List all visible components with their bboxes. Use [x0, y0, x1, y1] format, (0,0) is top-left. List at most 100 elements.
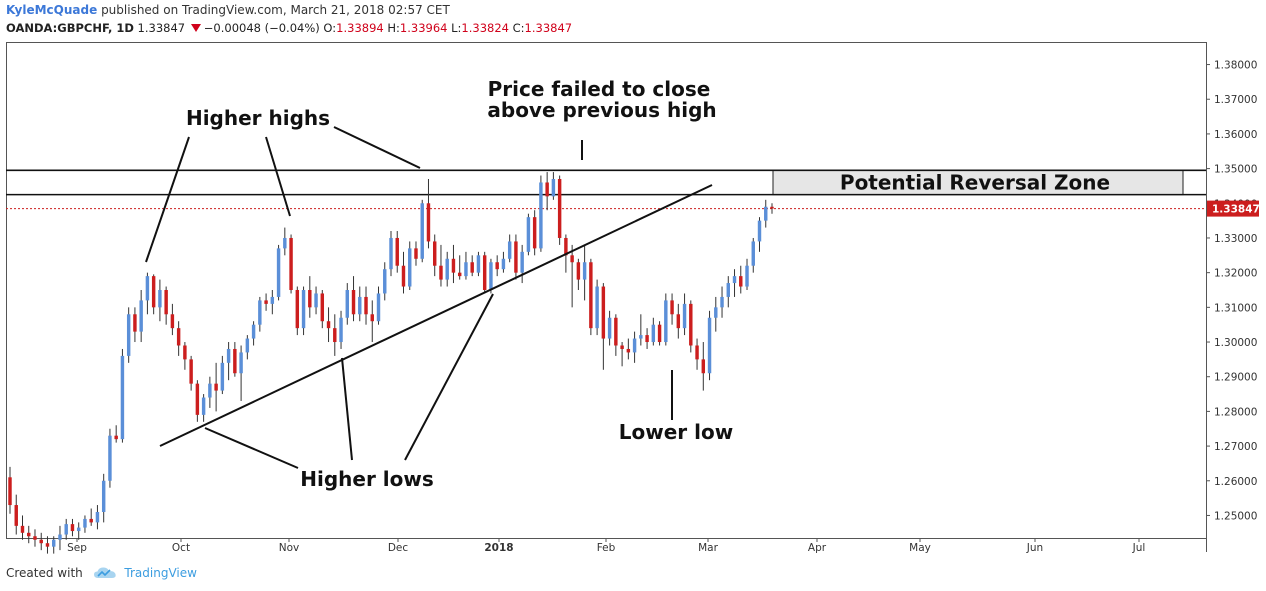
candle [614, 314, 618, 356]
candle [176, 321, 181, 356]
candle [395, 231, 399, 273]
candle [95, 505, 100, 530]
candle-body [514, 241, 518, 273]
candle [333, 314, 337, 356]
candle-body [632, 338, 637, 353]
candle [133, 307, 137, 343]
candle [39, 532, 43, 551]
candle-body [83, 518, 87, 528]
candle [445, 251, 449, 287]
candle-body [120, 355, 125, 440]
candle [495, 255, 499, 277]
candle [532, 210, 537, 256]
candle-body [707, 317, 712, 374]
candle [408, 241, 412, 290]
candle-body [732, 276, 737, 284]
candle [707, 310, 712, 381]
candle [114, 425, 118, 443]
down-arrow-icon [190, 24, 201, 32]
candle [514, 234, 518, 280]
price-tick-label: 1.32000 [1214, 268, 1257, 280]
candle [226, 342, 231, 381]
candle [27, 525, 31, 544]
time-tick-label: Oct [172, 542, 190, 554]
reversal-zone-box [772, 169, 1184, 196]
candle-body [764, 206, 768, 221]
open-label: O: [323, 21, 337, 35]
candle-body [170, 314, 175, 329]
candle-body [14, 505, 18, 526]
candle [151, 274, 156, 315]
tradingview-link[interactable]: TradingView [124, 566, 197, 580]
candle-body [445, 258, 449, 280]
price-tick-label: 1.33000 [1214, 233, 1257, 245]
candle [326, 307, 331, 343]
price-tick-label: 1.38000 [1214, 60, 1257, 72]
candle [426, 179, 431, 249]
price-change: −0.00048 (−0.04%) [203, 21, 320, 35]
candle-body [614, 317, 618, 346]
candle-body [283, 237, 287, 249]
candle-body [27, 532, 31, 537]
candle [33, 529, 37, 547]
candle-body [239, 352, 243, 374]
candle [620, 342, 624, 367]
candle-body [557, 179, 562, 238]
candle [645, 328, 649, 349]
candle [195, 380, 200, 422]
candle-body [451, 258, 456, 273]
candle-body [89, 518, 93, 523]
candle-body [320, 293, 325, 322]
candle-body [301, 290, 306, 329]
candle-body [770, 206, 774, 209]
candle-body [582, 262, 587, 280]
callout-line [265, 136, 291, 217]
candle [545, 172, 549, 211]
candle [476, 251, 481, 277]
author-link[interactable]: KyleMcQuade [6, 3, 98, 17]
callout-line [404, 293, 494, 461]
candle-body [151, 276, 156, 308]
candle-body [408, 248, 412, 287]
candle [657, 321, 662, 346]
candle [364, 286, 368, 325]
candle-body [601, 286, 606, 339]
candle [414, 241, 418, 266]
price-tick-label: 1.27000 [1214, 441, 1257, 453]
candle-body [383, 269, 387, 294]
candle [664, 293, 668, 346]
candle [245, 335, 250, 360]
price-axis[interactable]: 1.380001.370001.360001.350001.340001.330… [1206, 60, 1257, 523]
candle-body [676, 314, 681, 329]
low-value: 1.33824 [461, 21, 509, 35]
candle-body [576, 262, 581, 280]
candle-body [570, 255, 574, 263]
candle [89, 508, 93, 526]
candle [726, 276, 730, 308]
candle [507, 234, 512, 263]
candle-body [64, 524, 68, 535]
candle-body [564, 237, 568, 256]
candle-body [389, 237, 393, 270]
price-tick-label: 1.31000 [1214, 302, 1257, 314]
price-tick-label: 1.29000 [1214, 372, 1257, 384]
candle [139, 290, 143, 343]
candle-body [395, 237, 399, 266]
candle-body [164, 290, 168, 315]
symbol-name[interactable]: OANDA:GBPCHF, 1D [6, 21, 134, 35]
candle-body [464, 262, 468, 277]
candle-body [345, 290, 349, 318]
candle [283, 227, 287, 256]
candle-body [233, 348, 237, 374]
candle-body [133, 314, 137, 332]
time-tick-label: Mar [698, 542, 718, 554]
open-value: 1.33894 [336, 21, 384, 35]
time-axis[interactable]: Sep Oct Nov Dec 2018 Feb Mar Apr May Jun Jul [67, 538, 1145, 554]
reversal-zone-label: Potential Reversal Zone [840, 170, 1110, 194]
candle-body [745, 265, 749, 287]
candle-body [457, 272, 462, 277]
candle [433, 234, 437, 277]
candle [8, 466, 12, 514]
candle-body [251, 324, 256, 339]
